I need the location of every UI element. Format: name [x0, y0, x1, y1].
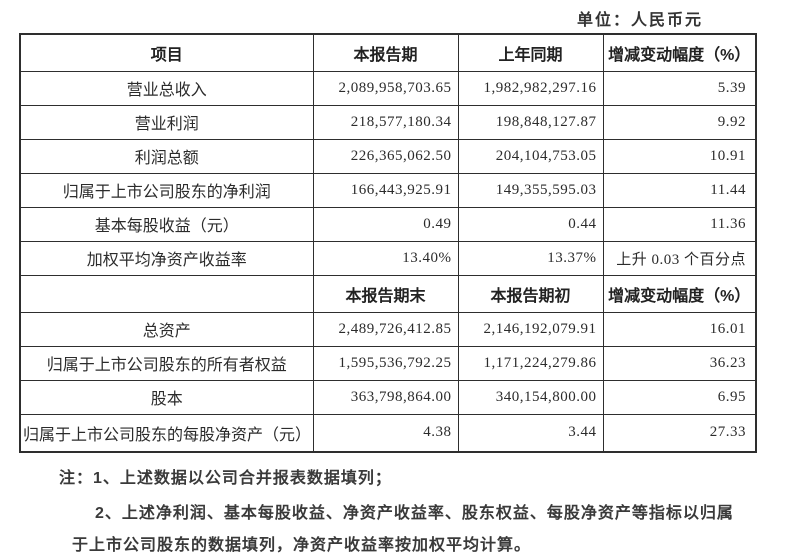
current-period-value: 218,577,180.34 — [312, 104, 459, 140]
current-period-value: 166,443,925.91 — [312, 172, 459, 208]
item-label: 归属于上市公司股东的净利润 — [19, 172, 314, 208]
table-row: 总资产 2,489,726,412.85 2,146,192,079.91 16… — [19, 311, 757, 347]
table-header-row-period: 项目 本报告期 上年同期 增减变动幅度（%） — [19, 33, 757, 72]
table-row: 加权平均净资产收益率 13.40% 13.37% 上升 0.03 个百分点 — [19, 240, 757, 276]
table-row: 归属于上市公司股东的净利润 166,443,925.91 149,355,595… — [19, 172, 757, 208]
item-label: 基本每股收益（元） — [19, 206, 314, 242]
item-label: 利润总额 — [19, 138, 314, 174]
change-value: 9.92 — [602, 104, 757, 140]
unit-label: 单位：人民币元 — [577, 12, 704, 29]
change-value: 6.95 — [602, 379, 757, 415]
header-period-start: 本报告期初 — [457, 274, 604, 313]
header-change-percent: 增减变动幅度（%） — [602, 33, 757, 72]
change-value: 27.33 — [602, 413, 757, 453]
change-value: 5.39 — [602, 70, 757, 106]
note-line-2: 2、上述净利润、基本每股收益、净资产收益率、股东权益、每股净资产等指标以归属 — [95, 505, 734, 522]
item-label: 营业利润 — [19, 104, 314, 140]
change-value: 10.91 — [602, 138, 757, 174]
period-end-value: 2,489,726,412.85 — [312, 311, 459, 347]
change-value: 11.44 — [602, 172, 757, 208]
change-value: 36.23 — [602, 345, 757, 381]
header-prior-period: 上年同期 — [457, 33, 604, 72]
period-end-value: 1,595,536,792.25 — [312, 345, 459, 381]
item-label: 归属于上市公司股东的每股净资产（元） — [19, 413, 314, 453]
header-period-end: 本报告期末 — [312, 274, 459, 313]
table-row: 股本 363,798,864.00 340,154,800.00 6.95 — [19, 379, 757, 415]
header-item: 项目 — [19, 33, 314, 72]
table-row: 利润总额 226,365,062.50 204,104,753.05 10.91 — [19, 138, 757, 174]
table-row: 营业总收入 2,089,958,703.65 1,982,982,297.16 … — [19, 70, 757, 106]
period-start-value: 340,154,800.00 — [457, 379, 604, 415]
current-period-value: 2,089,958,703.65 — [312, 70, 459, 106]
item-label: 营业总收入 — [19, 70, 314, 106]
prior-period-value: 13.37% — [457, 240, 604, 276]
header-blank — [19, 274, 314, 313]
current-period-value: 0.49 — [312, 206, 459, 242]
table-row: 归属于上市公司股东的每股净资产（元） 4.38 3.44 27.33 — [19, 413, 757, 453]
change-value: 11.36 — [602, 206, 757, 242]
note-line-3: 于上市公司股东的数据填列，净资产收益率按加权平均计算。 — [72, 537, 532, 554]
prior-period-value: 149,355,595.03 — [457, 172, 604, 208]
period-end-value: 363,798,864.00 — [312, 379, 459, 415]
period-start-value: 3.44 — [457, 413, 604, 453]
note-line-1: 注：1、上述数据以公司合并报表数据填列； — [59, 470, 392, 487]
table-header-row-balance: 本报告期末 本报告期初 增减变动幅度（%） — [19, 274, 757, 313]
header-change-percent: 增减变动幅度（%） — [602, 274, 757, 313]
item-label: 加权平均净资产收益率 — [19, 240, 314, 276]
change-value: 16.01 — [602, 311, 757, 347]
prior-period-value: 1,982,982,297.16 — [457, 70, 604, 106]
item-label: 总资产 — [19, 311, 314, 347]
table-row: 基本每股收益（元） 0.49 0.44 11.36 — [19, 206, 757, 242]
prior-period-value: 0.44 — [457, 206, 604, 242]
period-start-value: 1,171,224,279.86 — [457, 345, 604, 381]
table-row: 归属于上市公司股东的所有者权益 1,595,536,792.25 1,171,2… — [19, 345, 757, 381]
financial-summary-table: 项目 本报告期 上年同期 增减变动幅度（%） 营业总收入 2,089,958,7… — [19, 33, 757, 453]
item-label: 归属于上市公司股东的所有者权益 — [19, 345, 314, 381]
change-value: 上升 0.03 个百分点 — [602, 240, 757, 276]
header-current-period: 本报告期 — [312, 33, 459, 72]
item-label: 股本 — [19, 379, 314, 415]
period-start-value: 2,146,192,079.91 — [457, 311, 604, 347]
prior-period-value: 198,848,127.87 — [457, 104, 604, 140]
table-row: 营业利润 218,577,180.34 198,848,127.87 9.92 — [19, 104, 757, 140]
period-end-value: 4.38 — [312, 413, 459, 453]
current-period-value: 226,365,062.50 — [312, 138, 459, 174]
prior-period-value: 204,104,753.05 — [457, 138, 604, 174]
current-period-value: 13.40% — [312, 240, 459, 276]
